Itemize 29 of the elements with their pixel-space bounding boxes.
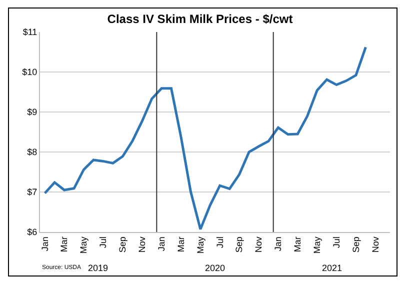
x-tick-label: Nov [137,236,148,253]
y-tick-label: $6 [27,227,38,238]
x-tick-label: Mar [292,236,303,252]
x-tick-label: Jan [156,236,166,252]
x-tick-label: Sep [118,236,128,253]
x-tick-label: Jul [214,236,225,248]
y-tick-label: $8 [27,147,38,158]
x-tick-label: Jan [40,236,50,252]
x-tick-label: Mar [59,236,70,252]
chart-title: Class IV Skim Milk Prices - $/cwt [107,12,293,26]
x-tick-label: Sep [234,236,244,253]
y-tick-label: $9 [27,107,38,118]
text: 2020 [205,263,226,273]
y-tick-label: $11 [22,27,38,38]
line-series [44,46,367,230]
x-tick-label: Jul [98,236,108,248]
y-tick-label: $10 [22,67,38,78]
x-tick-label: Jan [273,236,284,252]
y-tick-label: $7 [27,187,38,198]
x-tick-label: Nov [370,236,380,253]
x-tick-label: May [312,236,322,254]
x-tick-label: Nov [254,236,264,253]
x-tick-label: Mar [176,236,186,252]
x-tick-label: May [78,236,89,254]
x-tick-label: Sep [350,236,361,253]
x-tick-label: Jul [331,236,342,248]
text: 2019 [88,263,108,273]
text: 2021 [322,263,342,273]
x-tick-label: May [195,236,206,254]
